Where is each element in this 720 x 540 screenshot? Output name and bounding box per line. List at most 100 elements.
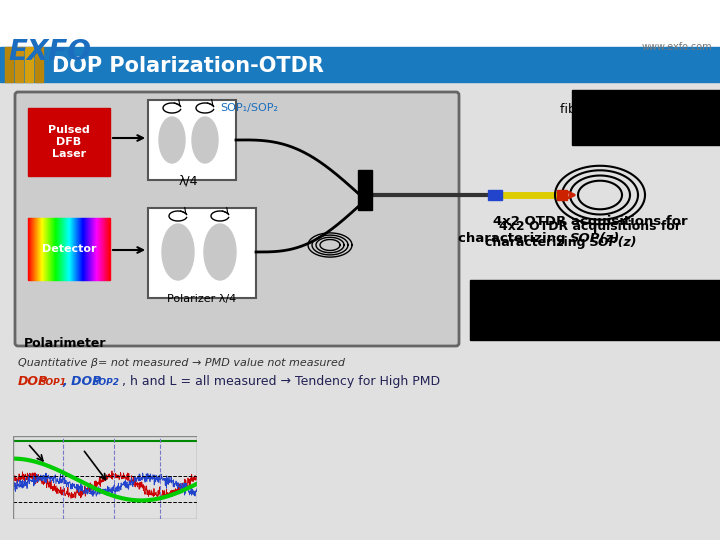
Bar (60, 218, 61, 280)
Bar (77, 218, 78, 280)
Bar (0, 82, 720, 540)
Bar (58, 218, 59, 280)
Bar (92, 218, 93, 280)
Bar (102, 218, 103, 280)
Ellipse shape (204, 224, 236, 280)
Bar (107, 218, 108, 280)
Bar (81, 218, 82, 280)
Bar (29, 218, 30, 280)
Bar (90, 218, 91, 280)
Bar (49, 218, 50, 280)
Bar (56, 218, 57, 280)
Bar (94, 218, 95, 280)
Bar (39, 218, 40, 280)
Bar (98, 218, 99, 280)
Bar (75, 218, 76, 280)
Bar (148, 100, 236, 180)
Text: λ/4: λ/4 (179, 175, 198, 188)
Text: Polarimeter: Polarimeter (24, 337, 107, 350)
Bar (50, 218, 51, 280)
Bar (85, 218, 86, 280)
Bar (557, 190, 567, 200)
Bar (64, 218, 65, 280)
Text: SOP₁/SOP₂: SOP₁/SOP₂ (220, 103, 278, 113)
Bar (57, 218, 58, 280)
Bar (52, 218, 53, 280)
Text: characterizing: characterizing (485, 236, 590, 249)
Bar (88, 218, 89, 280)
Bar (109, 218, 110, 280)
Text: Detector: Detector (42, 244, 96, 254)
Text: , DOP: , DOP (62, 375, 102, 388)
Bar (44, 218, 45, 280)
Bar (72, 218, 73, 280)
Text: fiber under test: fiber under test (560, 103, 657, 116)
Bar (93, 218, 94, 280)
Bar (35, 218, 36, 280)
Bar (41, 218, 42, 280)
Bar (65, 218, 66, 280)
Bar (69, 218, 70, 280)
Bar (40, 218, 41, 280)
Text: SOP(z): SOP(z) (590, 236, 637, 249)
Text: Quantitative β= not measured → PMD value not measured: Quantitative β= not measured → PMD value… (18, 358, 345, 368)
Bar (79, 218, 80, 280)
Bar (62, 218, 63, 280)
Bar (30, 218, 31, 280)
Bar (25, 47, 33, 82)
Text: EXFO: EXFO (8, 38, 91, 66)
Text: 4x2 OTDR acquisitions for: 4x2 OTDR acquisitions for (492, 215, 688, 228)
Bar (74, 218, 75, 280)
Bar (100, 218, 101, 280)
Text: 4x2 OTDR acquisitions for: 4x2 OTDR acquisitions for (499, 220, 681, 233)
Bar (97, 218, 98, 280)
Bar (35, 47, 43, 82)
Bar (91, 218, 92, 280)
Bar (59, 218, 60, 280)
Bar (95, 218, 96, 280)
Bar (101, 218, 102, 280)
Bar (48, 218, 49, 280)
Bar (15, 47, 23, 82)
Bar (76, 218, 77, 280)
Bar (33, 218, 34, 280)
Bar (106, 218, 107, 280)
Text: SOP2: SOP2 (93, 378, 120, 387)
Bar (108, 218, 109, 280)
Bar (572, 90, 720, 145)
Text: Pulsed
DFB
Laser: Pulsed DFB Laser (48, 125, 90, 159)
Bar (82, 218, 83, 280)
Text: SOP(z): SOP(z) (570, 232, 620, 245)
Bar (470, 280, 720, 340)
Bar (78, 218, 79, 280)
Text: SOP1: SOP1 (40, 378, 67, 387)
Bar (89, 218, 90, 280)
Bar (28, 108, 110, 176)
Bar (86, 218, 87, 280)
Bar (38, 218, 39, 280)
Bar (0, 0, 720, 47)
Bar (103, 218, 104, 280)
Bar (32, 218, 33, 280)
Bar (73, 218, 74, 280)
Bar (84, 218, 85, 280)
Bar (68, 218, 69, 280)
Bar (83, 218, 84, 280)
Bar (55, 218, 56, 280)
Bar (53, 218, 54, 280)
Bar (87, 218, 88, 280)
Bar (80, 218, 81, 280)
Bar (37, 218, 38, 280)
Bar (71, 218, 72, 280)
Bar (5, 47, 13, 82)
Text: , h and L = all measured → Tendency for High PMD: , h and L = all measured → Tendency for … (122, 375, 440, 388)
Text: Polarizer λ/4: Polarizer λ/4 (167, 294, 237, 304)
Bar (63, 218, 64, 280)
Text: DOP: DOP (18, 375, 48, 388)
Bar (105, 218, 106, 280)
Bar (104, 218, 105, 280)
Ellipse shape (162, 224, 194, 280)
Bar (28, 218, 29, 280)
Bar (358, 170, 372, 210)
Bar (36, 218, 37, 280)
